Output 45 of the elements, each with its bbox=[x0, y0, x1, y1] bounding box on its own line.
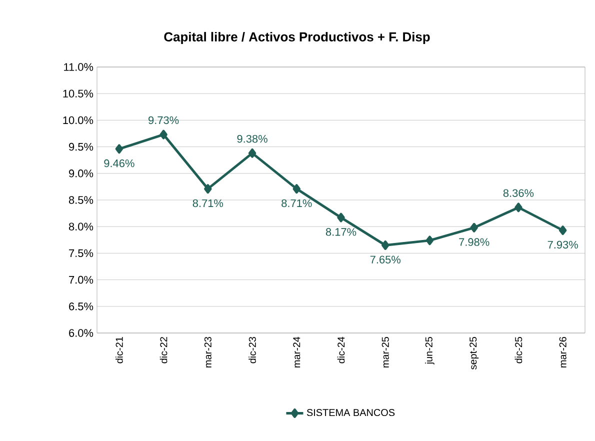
point bbox=[292, 184, 300, 194]
data-label: 8.36% bbox=[503, 189, 534, 197]
y-tick-label: 10.5% bbox=[63, 90, 94, 98]
point bbox=[204, 184, 212, 194]
chart-title: Capital libre / Activos Productivos + F. Disp bbox=[164, 32, 430, 44]
x-tick-label: dic-24 bbox=[337, 336, 345, 364]
x-tick-label: dic-25 bbox=[514, 336, 522, 364]
data-label: 7.93% bbox=[548, 240, 578, 249]
y-tick-label: 9.5% bbox=[69, 142, 94, 151]
y-tick-label: 6.0% bbox=[69, 329, 94, 337]
legend-label: SISTEMA BANCOS bbox=[306, 409, 395, 416]
y-tick-label: 11.0% bbox=[64, 63, 94, 71]
point bbox=[558, 226, 567, 236]
x-tick-label: jun-25 bbox=[425, 336, 434, 364]
data-label: 7.98% bbox=[459, 238, 490, 246]
point bbox=[514, 202, 522, 212]
x-tick-label: mar-23 bbox=[204, 336, 212, 368]
point bbox=[382, 240, 390, 250]
x-tick-label: dic-21 bbox=[116, 337, 123, 364]
x-tick-label: sept-25 bbox=[470, 336, 479, 370]
y-tick-label: 7.5% bbox=[69, 249, 94, 258]
data-label: 9.73% bbox=[148, 116, 179, 124]
data-label: 8.17% bbox=[326, 228, 356, 236]
y-tick-label: 9.0% bbox=[69, 170, 94, 178]
y-tick-label: 8.5% bbox=[68, 196, 94, 204]
x-tick-label: mar-25 bbox=[382, 336, 389, 368]
y-tick-label: 7.0% bbox=[69, 276, 94, 284]
point bbox=[426, 236, 434, 246]
data-label: 7.65% bbox=[370, 256, 400, 264]
y-tick-label: 10.0% bbox=[63, 116, 94, 124]
point bbox=[337, 212, 345, 222]
data-label: 8.71% bbox=[282, 199, 312, 208]
data-label: 8.71% bbox=[192, 199, 224, 208]
point bbox=[160, 130, 168, 140]
point bbox=[115, 144, 124, 154]
data-label: 9.46% bbox=[104, 159, 134, 168]
y-tick-label: 6.5% bbox=[69, 302, 94, 310]
point bbox=[470, 222, 478, 232]
x-tick-label: dic-22 bbox=[160, 337, 168, 364]
point bbox=[248, 148, 256, 158]
data-label: 9.38% bbox=[237, 134, 268, 143]
y-tick-label: 8.0% bbox=[68, 222, 94, 230]
x-tick-label: mar-26 bbox=[559, 336, 566, 368]
x-tick-label: mar-24 bbox=[293, 336, 300, 368]
x-tick-label: dic-23 bbox=[248, 336, 256, 364]
